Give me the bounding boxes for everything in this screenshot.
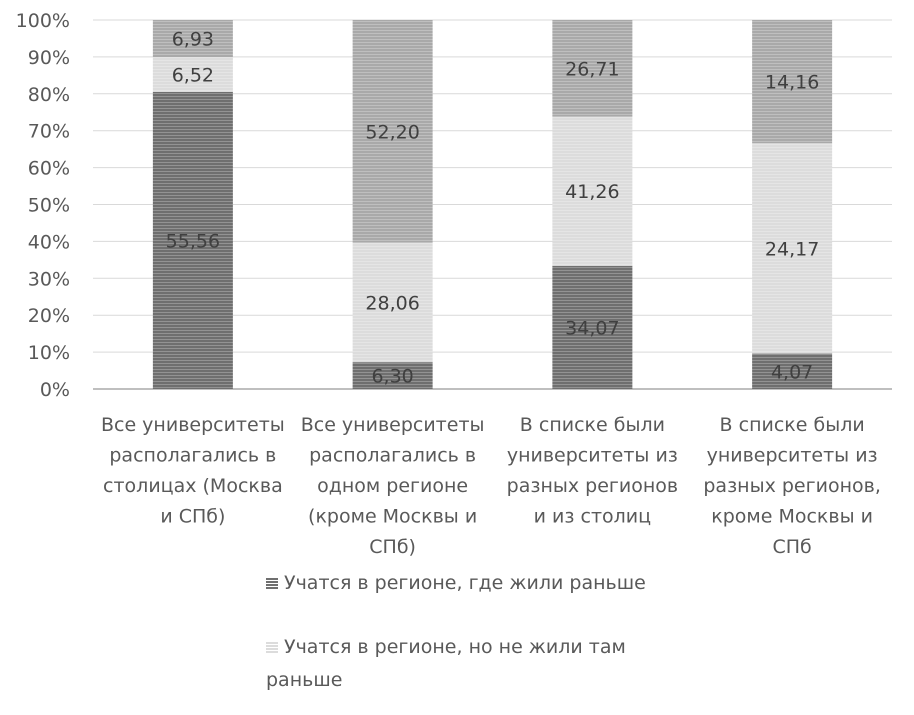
data-label-1-2: 52,20: [365, 121, 419, 143]
bar-segment-3-0: [752, 353, 833, 389]
y-tick-label-10: 100%: [16, 10, 70, 32]
y-tick-label-7: 70%: [28, 121, 70, 143]
legend-entry-0: Учатся в регионе, где жили раньше: [266, 567, 706, 600]
bar-segment-0-2: [152, 20, 233, 58]
data-labels: 55,56 6,52 6,93 6,30 28,06 52,20 34,07 41,26 26,…: [166, 29, 820, 388]
category-label-3: В списке были университеты из разных регио…: [703, 414, 881, 558]
legend-entry-1: Учатся в регионе, но не жили там раньше: [266, 631, 706, 697]
bar-segment-2-2: [552, 20, 633, 117]
bar-segment-1-2: [352, 20, 433, 243]
y-tick-label-4: 40%: [28, 231, 70, 253]
data-label-0-0: 55,56: [166, 230, 220, 252]
data-label-2-2: 26,71: [565, 58, 619, 80]
bars: [152, 20, 833, 389]
legend-swatch-1: [266, 641, 278, 653]
bar-segment-0-0: [152, 91, 233, 389]
category-label-0: Все университеты располагались в столицах …: [101, 414, 285, 528]
data-label-1-0: 6,30: [371, 366, 413, 388]
bar-segment-2-0: [552, 265, 633, 389]
category-label-2: В списке были университеты из разных регио…: [507, 414, 678, 528]
bar-segment-1-1: [352, 242, 433, 363]
bar-segment-1-0: [352, 362, 433, 389]
y-axis-ticks: 0% 10% 20% 30% 40% 50% 60% 70% 80% 90% 100%: [16, 10, 70, 401]
y-tick-label-5: 50%: [28, 195, 70, 217]
x-axis-categories: Все университеты располагались в столицах …: [101, 414, 881, 558]
y-tick-label-0: 0%: [40, 379, 70, 401]
data-label-1-1: 28,06: [365, 292, 419, 314]
bar-segment-3-1: [752, 143, 833, 354]
y-tick-label-8: 80%: [28, 84, 70, 106]
y-tick-label-1: 10%: [28, 342, 70, 364]
data-label-3-0: 4,07: [771, 361, 813, 383]
data-label-3-1: 24,17: [765, 238, 819, 260]
data-label-2-0: 34,07: [565, 317, 619, 339]
legend-label-1: Учатся в регионе, но не жили там раньше: [266, 636, 626, 691]
bar-segment-3-2: [752, 20, 833, 144]
data-label-0-2: 6,93: [172, 29, 214, 51]
y-tick-label-3: 30%: [28, 268, 70, 290]
bar-segment-0-1: [152, 57, 233, 92]
y-tick-label-9: 90%: [28, 47, 70, 69]
y-tick-label-6: 60%: [28, 158, 70, 180]
legend-swatch-0: [266, 577, 278, 589]
bar-segment-2-1: [552, 116, 633, 266]
category-label-1: Все университеты располагались в одном рег…: [301, 414, 485, 558]
legend-label-0: Учатся в регионе, где жили раньше: [284, 572, 646, 594]
data-label-2-1: 41,26: [565, 181, 619, 203]
data-label-3-2: 14,16: [765, 72, 819, 94]
data-label-0-1: 6,52: [172, 64, 214, 86]
y-tick-label-2: 20%: [28, 305, 70, 327]
